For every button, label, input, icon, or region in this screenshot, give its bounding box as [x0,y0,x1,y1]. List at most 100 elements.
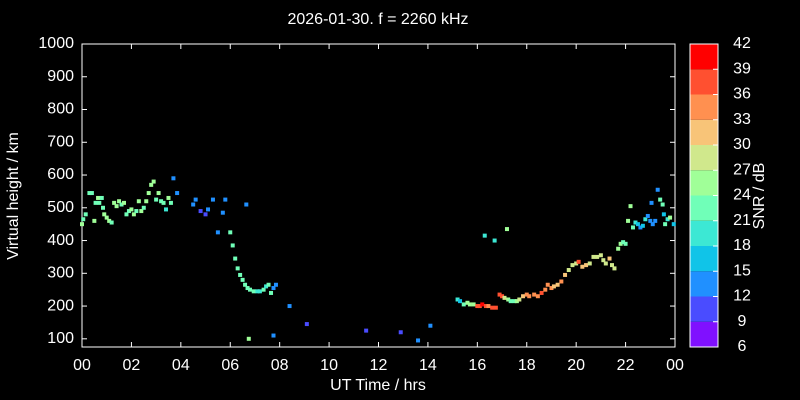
data-point [109,220,114,225]
data-point [161,200,166,205]
data-point [93,200,98,205]
data-point [482,233,487,238]
data-point [539,290,544,295]
colorbar-label: SNR / dB [751,163,768,230]
data-point [508,299,513,304]
x-tick-label: 16 [468,357,486,374]
data-point [628,204,633,209]
data-point [287,304,292,309]
data-point [535,294,540,299]
data-point [607,256,612,261]
data-point [506,297,511,302]
data-point [149,182,154,187]
data-point [502,295,507,300]
colorbar-tick-label: 27 [733,161,751,178]
colorbar-segment [690,145,718,171]
x-tick-label: 08 [271,357,289,374]
data-point [166,195,171,200]
data-point [477,304,482,309]
chart-title: 2026-01-30. f = 2260 kHz [287,11,468,28]
y-tick-label: 100 [47,330,74,347]
data-point [555,282,560,287]
data-point [102,212,107,217]
data-point [416,338,421,343]
data-point [114,204,119,209]
data-point [490,305,495,310]
data-point [570,263,575,268]
data-point [238,272,243,277]
colorbar-tick-label: 42 [733,35,751,52]
data-point [164,207,169,212]
data-point [621,240,626,245]
data-point [661,212,666,217]
data-point [271,286,276,291]
data-point [467,302,472,307]
data-point [151,179,156,184]
x-tick-label: 04 [172,357,190,374]
data-point [517,297,522,302]
data-point [124,212,129,217]
y-tick-label: 300 [47,265,74,282]
y-tick-label: 1000 [38,35,74,52]
data-point [598,253,603,258]
data-point [107,218,112,223]
data-point [566,268,571,273]
data-point [80,222,84,227]
x-tick-label: 12 [370,357,388,374]
y-tick-label: 200 [47,297,74,314]
data-point [633,220,638,225]
data-point [527,294,532,299]
data-point [257,289,262,294]
data-point [603,261,608,266]
data-point [119,202,124,207]
data-point [210,197,215,202]
y-axis-label: Virtual height / km [5,132,22,260]
data-point [266,282,271,287]
data-point [171,176,176,181]
data-point [203,212,208,217]
y-tick-label: 400 [47,232,74,249]
data-point [271,333,276,338]
data-point [87,191,92,196]
data-point [504,227,509,232]
x-tick-label: 18 [518,357,536,374]
x-tick-label: 00 [73,357,91,374]
data-point [471,302,476,307]
data-point [264,284,269,289]
data-point [220,210,225,215]
data-point [364,328,369,333]
data-point [655,187,660,192]
colorbar-segment [690,119,718,145]
data-point [609,263,614,268]
data-point [660,202,665,207]
data-point [230,243,235,248]
data-point [99,195,104,200]
data-point [549,286,554,291]
y-tick-label: 600 [47,166,74,183]
data-point [398,330,403,335]
data-point [101,205,106,210]
data-point [630,225,635,230]
data-point [514,299,519,304]
data-point [191,202,196,207]
data-point [248,287,253,292]
data-point [665,217,670,222]
colorbar-tick-label: 12 [733,288,751,305]
colorbar-tick-label: 9 [738,313,747,330]
data-point [175,191,180,196]
colorbar-segment [690,94,718,120]
data-point [500,294,505,299]
data-point [497,292,502,297]
x-axis-label: UT Time / hrs [330,377,426,394]
colorbar-tick-label: 6 [738,338,747,355]
colorbar-segment [690,296,718,322]
data-point [465,300,470,305]
data-point [643,217,648,222]
data-point [563,272,568,277]
data-point [168,200,173,205]
data-point [255,289,260,294]
data-point [512,299,517,304]
colorbar-tick-label: 36 [733,86,751,103]
data-point [122,200,127,205]
colorbar-segment [690,271,718,297]
